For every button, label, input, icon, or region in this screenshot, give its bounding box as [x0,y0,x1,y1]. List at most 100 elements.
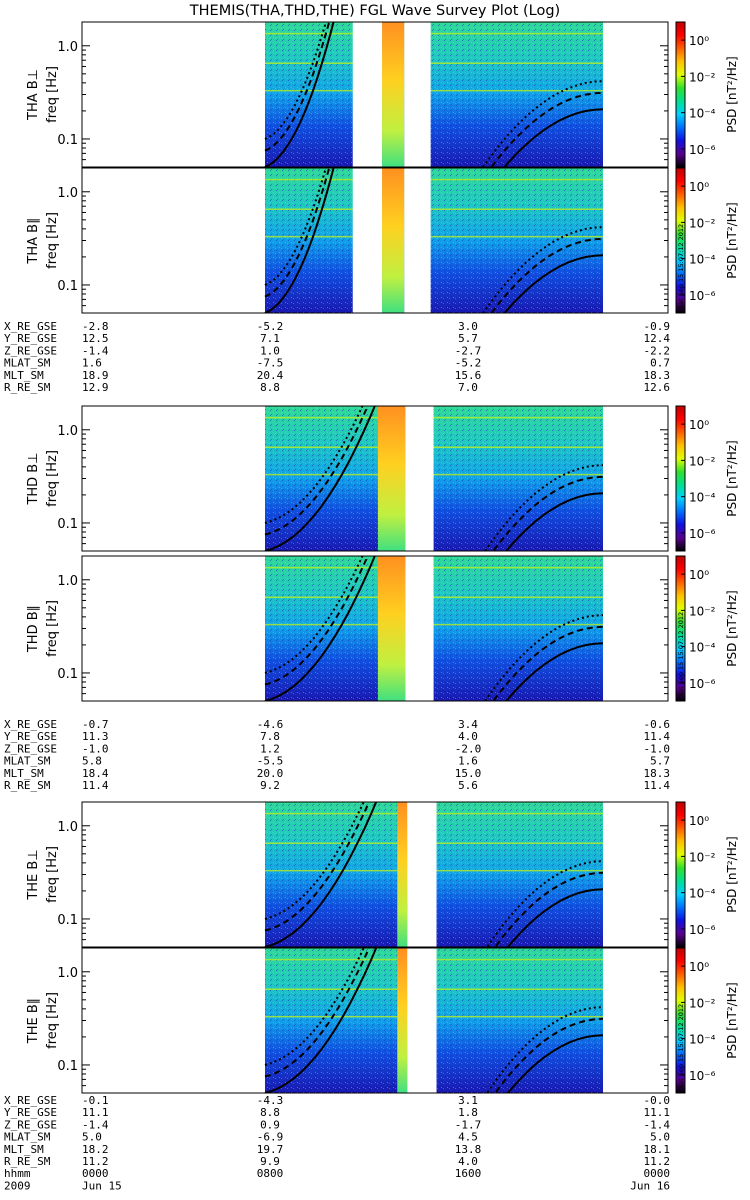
colorbar-tick-label: 10⁰ [689,34,709,48]
spectrogram-noise [265,556,603,701]
ephemeris-value: 18.3 [644,767,671,780]
colorbar-scale [675,555,686,702]
colorbar-label: PSD [nT²/Hz] [725,56,739,132]
ephemeris-label: Y_RE_GSE [4,332,57,345]
ephemeris-value: -0.9 [644,320,671,333]
timestamp: Sat Sep 15 15:07:12 2012 [677,224,685,309]
ephemeris-label: X_RE_GSE [4,320,57,333]
ephemeris-value: 13.8 [455,1143,482,1156]
ephemeris-value: -7.5 [257,357,284,370]
ephemeris-value: 12.5 [82,332,109,345]
ephemeris-value: 3.0 [458,320,478,333]
bright-band [377,406,406,551]
spectrogram-panel: 1.0 0.1 THA B⊥ freq [Hz] 10⁰ 10⁻² 10⁻⁴ 10⁻⁶ PSD … [26,21,739,168]
ephemeris-value: 4.0 [458,730,478,743]
ephemeris-value: 12.9 [82,381,109,394]
colorbar-scale [675,21,686,168]
colorbar: 10⁰ 10⁻² 10⁻⁴ 10⁻⁶ PSD [nT²/Hz] [675,21,739,168]
ephemeris-value: 5.7 [458,332,478,345]
data-gap [407,802,437,947]
ephemeris-value: 12.6 [644,381,671,394]
ephemeris-value: -1.4 [82,1118,109,1131]
ephemeris-label: hhmm [4,1167,31,1180]
colorbar-tick-label: 10⁻⁶ [689,923,716,937]
colorbar-tick-label: 10⁻² [689,216,716,230]
ephemeris-value: -2.0 [455,742,482,755]
ephemeris-value: 18.1 [644,1143,671,1156]
harmonic-curve [485,1006,604,1093]
ephemeris-value: 1.6 [458,755,478,768]
colorbar-scale [675,947,686,1094]
ephemeris-value: -4.6 [257,718,284,731]
ephemeris-value: 18.2 [82,1143,109,1156]
freq-axis-label: freq [Hz] [45,600,60,657]
y-tick-label: 1.0 [57,820,78,835]
spectrogram-panels: 1.0 0.1 THA B⊥ freq [Hz] 10⁰ 10⁻² 10⁻⁴ 10⁻⁶ PSD … [26,21,739,1094]
ephemeris-value: 5.7 [650,755,670,768]
ephemeris-value: -5.2 [455,357,482,370]
colorbar-scale [675,167,686,314]
ephemeris-value: -2.8 [82,320,109,333]
ephemeris-value: 3.1 [458,1094,478,1107]
y-tick-label: 1.0 [57,186,78,201]
harmonic-curve [264,802,378,947]
ephemeris-label: X_RE_GSE [4,1094,57,1107]
harmonic-curve [264,556,376,701]
ephemeris-value: 15.6 [455,369,482,382]
ephemeris-value: -6.9 [257,1131,284,1144]
ephemeris-value: Jun 16 [630,1179,670,1192]
harmonic-curve [264,802,365,920]
ephemeris-value: 0000 [82,1167,109,1180]
harmonic-curve [503,108,604,167]
harmonic-curve [264,22,331,152]
ephemeris-value: -1.4 [644,1118,671,1131]
harmonic-curve [264,168,335,313]
ephemeris-value: 11.4 [82,779,109,792]
panel-label: THD B∥ [26,605,41,653]
ephemeris-table: X_RE_GSE -0.7 -4.6 3.4 -0.6 Y_RE_GSE 11.3 7.8 4.… [4,718,670,792]
harmonic-curve [264,168,331,298]
colorbar-tick-label: 10⁻⁴ [689,107,716,121]
ephemeris-value: -1.4 [82,344,109,357]
freq-axis-label: freq [Hz] [45,66,60,123]
harmonic-curve [264,556,364,674]
y-tick-label: 0.1 [57,1059,78,1074]
colorbar-tick-label: 10⁻⁶ [689,1069,716,1083]
ephemeris-value: 0.7 [650,357,670,370]
colorbar-label: PSD [nT²/Hz] [725,836,739,912]
harmonic-curve [506,888,604,947]
ephemeris-value: -2.2 [644,344,671,357]
y-tick-label: 0.1 [57,667,78,682]
harmonic-curve [264,948,365,1066]
ephemeris-value: -0.6 [644,718,671,731]
ephemeris-table: X_RE_GSE -0.1 -4.3 3.1 -0.0 Y_RE_GSE 11.1 8.8 1.… [4,1094,670,1192]
ephemeris-tables: X_RE_GSE -2.8 -5.2 3.0 -0.9 Y_RE_GSE 12.5 7.1 5.… [4,320,670,1192]
ephemeris-label: MLAT_SM [4,357,51,370]
bright-band [397,948,408,1093]
y-tick-label: 1.0 [57,574,78,589]
ephemeris-label: R_RE_SM [4,381,51,394]
spectrogram-panel: 1.0 0.1 THA B∥ freq [Hz] 10⁰ 10⁻² 10⁻⁴ 10⁻⁶ PSD … [26,167,739,314]
colorbar-tick-label: 10⁻⁶ [689,677,716,691]
ephemeris-label: X_RE_GSE [4,718,57,731]
ephemeris-value: 11.3 [82,730,109,743]
ephemeris-label: Z_RE_GSE [4,1118,57,1131]
colorbar-tick-label: 10⁰ [689,814,709,828]
data-gap [352,22,383,167]
colorbar-tick-label: 10⁰ [689,418,709,432]
colorbar-tick-label: 10⁻⁶ [689,289,716,303]
ephemeris-value: 11.1 [644,1106,671,1119]
ephemeris-value: -1.0 [82,742,109,755]
ephemeris-value: 1600 [455,1167,482,1180]
harmonic-curve [493,1017,604,1093]
ephemeris-value: 7.8 [260,730,280,743]
colorbar-scale [675,801,686,948]
ephemeris-label: R_RE_SM [4,1155,51,1168]
ephemeris-value: 18.3 [644,369,671,382]
harmonic-curve [505,642,604,701]
ephemeris-value: -4.3 [257,1094,284,1107]
colorbar-label: PSD [nT²/Hz] [725,982,739,1058]
ephemeris-value: 20.0 [257,767,284,780]
data-gap [404,168,431,313]
